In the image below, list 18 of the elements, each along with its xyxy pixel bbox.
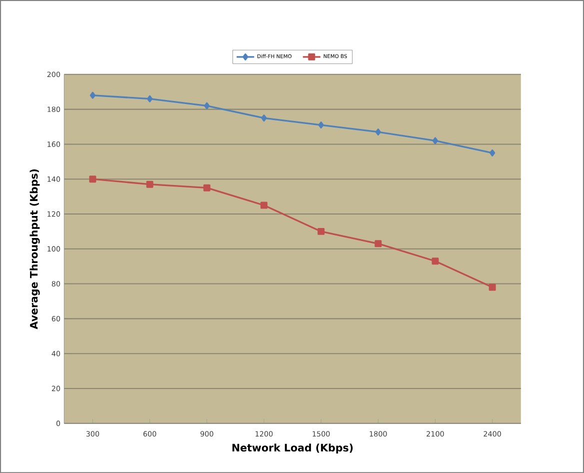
point: [318, 228, 325, 235]
point: [203, 184, 210, 192]
point: [374, 240, 382, 248]
point: [204, 102, 210, 110]
point: [90, 92, 96, 99]
point: [146, 95, 153, 102]
point: [432, 258, 439, 265]
point: [432, 137, 438, 144]
y-axis-title: Average Throughput (Kbps): [30, 169, 40, 330]
point: [488, 284, 496, 291]
point: [490, 149, 496, 156]
point: [261, 114, 267, 122]
point: [89, 176, 96, 183]
point: [375, 128, 381, 136]
point: [318, 121, 324, 128]
x-axis-title: Network Load (Kbps): [232, 444, 353, 454]
point: [260, 202, 268, 209]
point: [146, 180, 154, 188]
